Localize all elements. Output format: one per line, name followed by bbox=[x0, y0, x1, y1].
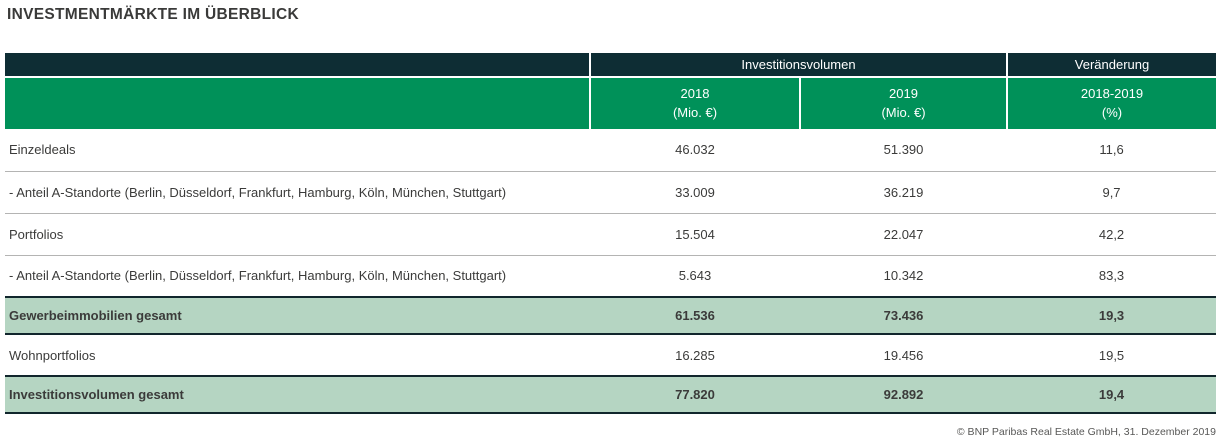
value-2018: 61.536 bbox=[590, 296, 800, 335]
value-2019: 36.219 bbox=[800, 170, 1008, 213]
row-label: - Anteil A-Standorte (Berlin, Düsseldorf… bbox=[5, 254, 590, 297]
value-2019: 19.456 bbox=[800, 333, 1008, 376]
value-2019: 73.436 bbox=[800, 296, 1008, 335]
column-header-row: 2018 (Mio. €) 2019 (Mio. €) 2018-2019 (%… bbox=[5, 77, 1217, 129]
value-change: 19,4 bbox=[1007, 375, 1217, 414]
value-2019: 10.342 bbox=[800, 254, 1008, 297]
value-change: 19,5 bbox=[1007, 333, 1217, 376]
value-change: 19,3 bbox=[1007, 296, 1217, 335]
value-change: 11,6 bbox=[1007, 129, 1217, 171]
table-row: Gewerbeimmobilien gesamt 61.536 73.436 1… bbox=[5, 296, 1217, 335]
value-change: 42,2 bbox=[1007, 212, 1217, 255]
row-label: Investitionsvolumen gesamt bbox=[5, 375, 590, 414]
group-header-veraenderung: Veränderung bbox=[1006, 53, 1217, 78]
copyright-note: © BNP Paribas Real Estate GmbH, 31. Deze… bbox=[956, 426, 1216, 438]
column-header-change: 2018-2019 (%) bbox=[1006, 77, 1217, 129]
column-header-spacer bbox=[5, 77, 590, 129]
group-header-row: Investitionsvolumen Veränderung bbox=[5, 53, 1217, 78]
table-header: Investitionsvolumen Veränderung 2018 (Mi… bbox=[5, 53, 1217, 129]
value-change: 83,3 bbox=[1007, 254, 1217, 297]
value-2018: 16.285 bbox=[590, 333, 800, 376]
column-header-2019: 2019 (Mio. €) bbox=[798, 77, 1008, 129]
value-change: 9,7 bbox=[1007, 170, 1217, 213]
row-label: - Anteil A-Standorte (Berlin, Düsseldorf… bbox=[5, 170, 590, 213]
value-2018: 5.643 bbox=[590, 254, 800, 297]
row-label: Portfolios bbox=[5, 212, 590, 255]
value-2018: 33.009 bbox=[590, 170, 800, 213]
value-2018: 15.504 bbox=[590, 212, 800, 255]
row-label: Wohnportfolios bbox=[5, 333, 590, 376]
value-2019: 92.892 bbox=[800, 375, 1008, 414]
table-row: - Anteil A-Standorte (Berlin, Düsseldorf… bbox=[5, 170, 1217, 213]
table-row: Investitionsvolumen gesamt 77.820 92.892… bbox=[5, 375, 1217, 414]
page-title: INVESTMENTMÄRKTE IM ÜBERBLICK bbox=[7, 6, 299, 23]
column-header-2018: 2018 (Mio. €) bbox=[589, 77, 800, 129]
value-2019: 22.047 bbox=[800, 212, 1008, 255]
table-row: Portfolios 15.504 22.047 42,2 bbox=[5, 212, 1217, 255]
group-header-spacer bbox=[5, 53, 590, 78]
value-2019: 51.390 bbox=[800, 129, 1008, 171]
row-label: Einzeldeals bbox=[5, 129, 590, 171]
table-row: Einzeldeals 46.032 51.390 11,6 bbox=[5, 129, 1217, 171]
table-row: - Anteil A-Standorte (Berlin, Düsseldorf… bbox=[5, 254, 1217, 297]
table-row: Wohnportfolios 16.285 19.456 19,5 bbox=[5, 333, 1217, 376]
row-label: Gewerbeimmobilien gesamt bbox=[5, 296, 590, 335]
investment-table: Investitionsvolumen Veränderung 2018 (Mi… bbox=[5, 53, 1217, 414]
value-2018: 77.820 bbox=[590, 375, 800, 414]
group-header-investitionsvolumen: Investitionsvolumen bbox=[588, 53, 1008, 78]
table-body: Einzeldeals 46.032 51.390 11,6 - Anteil … bbox=[5, 129, 1217, 414]
value-2018: 46.032 bbox=[590, 129, 800, 171]
